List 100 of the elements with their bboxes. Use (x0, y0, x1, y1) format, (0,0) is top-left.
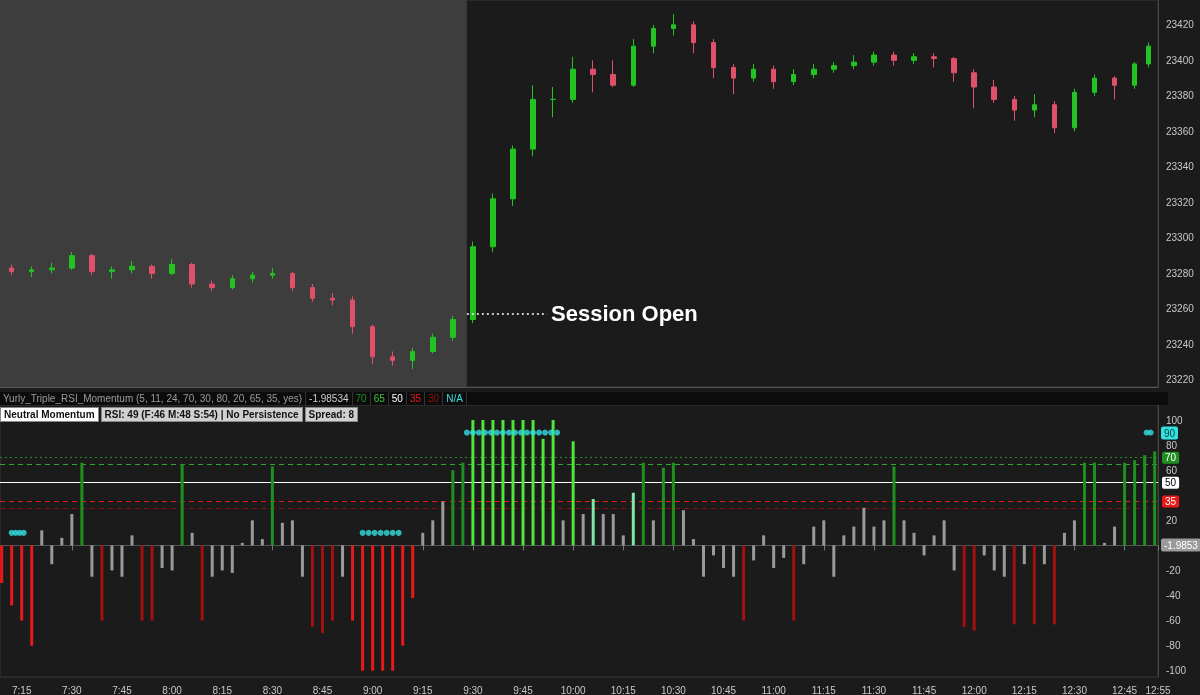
bar (431, 520, 435, 546)
y-tick-label: 23300 (1166, 232, 1195, 244)
y-tick-label: 23380 (1166, 90, 1195, 102)
candlestick (1146, 42, 1151, 68)
x-tick-label: 8:15 (212, 684, 233, 695)
annotation: RSI: 49 (F:46 M:48 S:54) | No Persistence (100, 407, 303, 422)
annotation: Spread: 8 (304, 407, 359, 422)
bar (691, 539, 695, 546)
text: 65 (370, 392, 389, 405)
bar (391, 545, 395, 671)
text: 90 (1161, 426, 1179, 440)
bar (742, 545, 746, 621)
bar (701, 545, 705, 577)
candlestick (550, 86, 556, 118)
bar (491, 420, 495, 546)
bar (351, 545, 355, 621)
candlestick (29, 265, 34, 278)
bar (100, 545, 104, 621)
bar (832, 545, 836, 577)
bar (401, 545, 405, 646)
text: N/A (443, 392, 467, 405)
bar (1082, 462, 1086, 546)
bar (852, 526, 856, 546)
x-tick-label: 11:45 (911, 684, 937, 695)
candlestick (109, 265, 115, 280)
y-tick-label: -60 (1166, 615, 1181, 627)
x-tick-label: 11:30 (861, 684, 887, 695)
y-tick-label: -80 (1166, 640, 1181, 652)
bar (952, 545, 956, 571)
candlestick (370, 324, 375, 365)
bar (882, 520, 886, 546)
candlestick (911, 52, 917, 65)
bar (270, 466, 274, 546)
bar (321, 545, 324, 634)
y-tick-label: -20 (1166, 564, 1181, 576)
x-tick-label: 9:00 (362, 684, 383, 695)
candlestick (49, 262, 55, 274)
bar (1062, 532, 1066, 546)
candlestick (410, 347, 415, 370)
bar (712, 545, 716, 556)
text: 35 (406, 392, 426, 405)
y-tick-label: 23340 (1166, 161, 1195, 173)
bar (782, 545, 786, 558)
bar (912, 532, 916, 546)
x-tick-label: 9:45 (513, 684, 534, 695)
bar (260, 539, 264, 546)
bar (962, 545, 966, 627)
candlestick (1092, 74, 1097, 97)
y-tick-label: 23260 (1166, 303, 1195, 315)
bar (421, 532, 425, 546)
candlestick (209, 279, 215, 292)
y-tick-label: 23280 (1166, 267, 1195, 279)
bar (20, 545, 24, 621)
bar (60, 537, 64, 546)
bar (80, 462, 84, 546)
candlestick (510, 145, 516, 207)
bar (341, 545, 345, 577)
bar (1093, 462, 1096, 546)
candlestick (1012, 95, 1017, 122)
bar (361, 545, 365, 671)
candlestick (771, 65, 776, 90)
bar (551, 420, 555, 546)
candlestick (330, 292, 335, 306)
bar (762, 535, 766, 546)
candlestick (811, 63, 817, 79)
bar (1032, 545, 1036, 625)
bar (822, 520, 826, 546)
bar (812, 526, 816, 546)
candlestick (1112, 75, 1117, 100)
y-tick-label: 23360 (1166, 125, 1195, 137)
y-tick-label: -40 (1166, 590, 1181, 602)
candlestick (430, 333, 436, 354)
bar (180, 463, 184, 546)
candlestick (610, 59, 616, 88)
candlestick (490, 193, 496, 253)
x-tick-label: 12:45 (1112, 684, 1138, 695)
bar (451, 470, 455, 546)
candlestick (89, 253, 95, 276)
bar (1052, 545, 1056, 625)
candlestick (991, 79, 997, 104)
candlestick (711, 38, 716, 79)
bar (481, 420, 485, 546)
candlestick (590, 59, 596, 93)
candlestick (931, 52, 937, 68)
bar (661, 467, 665, 546)
candlestick (149, 264, 155, 280)
x-tick-label: 9:15 (413, 684, 433, 695)
candlestick (250, 271, 255, 283)
bar (190, 532, 194, 546)
annotation: Session Open (551, 301, 698, 328)
bar (842, 535, 846, 546)
candlestick (871, 50, 877, 67)
x-tick-label: 7:45 (112, 684, 133, 695)
bar (411, 545, 415, 599)
bar (752, 545, 756, 561)
bar (872, 526, 876, 546)
bar (772, 545, 776, 568)
bar (972, 545, 976, 631)
ref-line-label: 70 (1165, 452, 1177, 464)
candlestick (129, 260, 135, 274)
